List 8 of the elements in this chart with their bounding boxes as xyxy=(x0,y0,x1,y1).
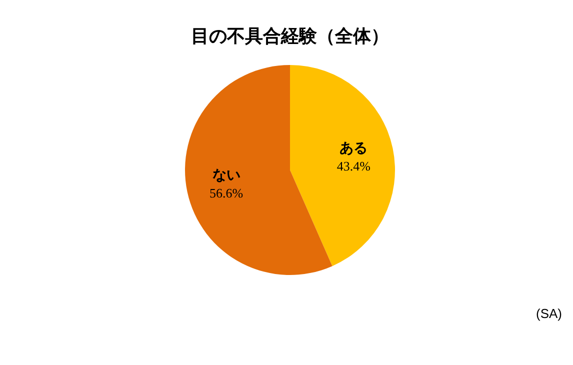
pie-slice xyxy=(185,65,332,275)
text: (SA) xyxy=(536,306,562,321)
data-label: 56.6% xyxy=(210,185,244,200)
chart-title: 目の不具合経験（全体） xyxy=(191,26,389,47)
slice-label: ない xyxy=(212,167,240,184)
slice-label: ある xyxy=(340,140,368,157)
pie-slice xyxy=(290,65,395,266)
data-label: 43.4% xyxy=(336,158,371,174)
